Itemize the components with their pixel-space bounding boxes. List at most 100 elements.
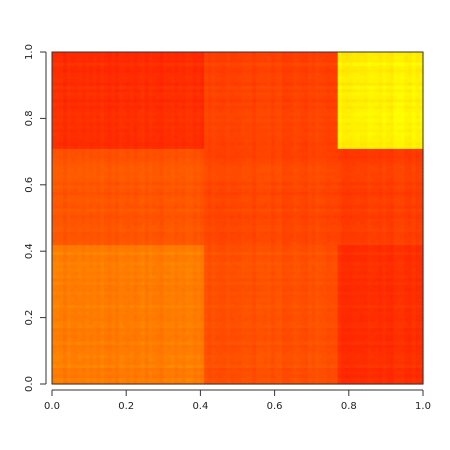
heatmap-cell xyxy=(300,284,305,289)
heatmap-cell xyxy=(352,291,357,295)
heatmap-cell xyxy=(337,271,342,276)
heatmap-cell xyxy=(248,287,253,292)
heatmap-cell xyxy=(200,310,205,315)
heatmap-cell xyxy=(74,257,79,262)
heatmap-cell xyxy=(326,231,331,236)
heatmap-cell xyxy=(111,231,116,236)
heatmap-cell xyxy=(397,347,402,352)
heatmap-cell xyxy=(170,274,176,279)
heatmap-cell xyxy=(263,251,268,256)
heatmap-cell xyxy=(115,257,120,262)
heatmap-cell xyxy=(163,324,168,329)
heatmap-cell xyxy=(207,291,213,295)
heatmap-cell xyxy=(144,291,150,295)
heatmap-cell xyxy=(259,307,265,312)
heatmap-cell xyxy=(371,310,376,315)
heatmap-cell xyxy=(382,267,387,272)
heatmap-cell xyxy=(126,297,131,302)
heatmap-cell xyxy=(378,370,383,375)
heatmap-cell xyxy=(293,244,298,249)
heatmap-cell xyxy=(333,221,339,226)
heatmap-cell xyxy=(152,344,157,349)
heatmap-cell xyxy=(230,274,235,279)
heatmap-cell xyxy=(322,271,328,276)
heatmap-cell xyxy=(92,340,98,345)
heatmap-cell xyxy=(241,350,246,355)
heatmap-cell xyxy=(207,374,213,378)
heatmap-cell xyxy=(389,251,394,256)
heatmap-cell xyxy=(63,224,68,229)
heatmap-cell xyxy=(103,247,109,252)
heatmap-cell xyxy=(70,224,75,229)
heatmap-cell xyxy=(385,287,391,292)
heatmap-cell xyxy=(263,291,268,295)
heatmap-cell xyxy=(296,257,302,262)
heatmap-cell xyxy=(55,304,61,309)
heatmap-cell xyxy=(215,350,220,355)
heatmap-cell xyxy=(163,340,168,345)
heatmap-cell xyxy=(259,224,265,229)
heatmap-cell xyxy=(322,347,328,352)
heatmap-cell xyxy=(356,317,361,322)
heatmap-cell xyxy=(330,374,335,378)
heatmap-cell xyxy=(259,340,265,345)
heatmap-cell xyxy=(244,264,250,269)
heatmap-cell xyxy=(378,324,383,329)
heatmap-cell xyxy=(185,287,190,292)
heatmap-cell xyxy=(367,367,372,372)
heatmap-cell xyxy=(348,267,354,272)
heatmap-cell xyxy=(85,360,90,365)
heatmap-cell xyxy=(218,247,224,252)
heatmap-cell xyxy=(337,224,342,229)
heatmap-cell xyxy=(333,367,339,372)
heatmap-cell xyxy=(359,347,365,352)
heatmap-cell xyxy=(215,294,220,299)
heatmap-cell xyxy=(419,301,424,305)
heatmap-cell xyxy=(85,374,90,378)
heatmap-cell xyxy=(304,364,309,368)
heatmap-cell xyxy=(348,231,354,236)
heatmap-cell xyxy=(352,354,357,359)
heatmap-cell xyxy=(293,327,298,332)
heatmap-cell xyxy=(256,340,261,345)
heatmap-cell xyxy=(129,221,135,226)
heatmap-cell xyxy=(315,367,320,372)
heatmap-cell xyxy=(115,320,120,325)
heatmap-cell xyxy=(419,291,424,295)
heatmap-cell xyxy=(300,277,305,282)
heatmap-cell xyxy=(92,247,98,252)
heatmap-cell xyxy=(137,247,142,252)
heatmap-cell xyxy=(411,304,417,309)
heatmap-cell xyxy=(77,274,83,279)
heatmap-cell xyxy=(411,347,417,352)
heatmap-cell xyxy=(103,221,109,226)
heatmap-cell xyxy=(185,370,190,375)
heatmap-cell xyxy=(378,224,383,229)
heatmap-cell xyxy=(59,330,64,335)
heatmap-cell xyxy=(122,294,127,299)
heatmap-cell xyxy=(129,224,135,229)
heatmap-cell xyxy=(278,237,283,242)
heatmap-cell xyxy=(189,380,194,385)
heatmap-cell xyxy=(178,337,183,342)
heatmap-cell xyxy=(348,367,354,372)
heatmap-cell xyxy=(367,237,372,242)
heatmap-cell xyxy=(289,291,294,295)
heatmap-cell xyxy=(345,247,350,252)
heatmap-cell xyxy=(52,364,57,368)
heatmap-cell xyxy=(226,314,231,319)
heatmap-cell xyxy=(393,257,398,262)
heatmap-cell xyxy=(122,307,127,312)
heatmap-cell xyxy=(233,224,239,229)
heatmap-cell xyxy=(196,377,201,382)
heatmap-cell xyxy=(282,264,287,269)
heatmap-cell xyxy=(296,327,302,332)
heatmap-cell xyxy=(248,374,253,378)
heatmap-cell xyxy=(211,367,216,372)
heatmap-cell xyxy=(63,327,68,332)
heatmap-cell xyxy=(122,221,127,226)
heatmap-cell xyxy=(181,380,187,385)
heatmap-cell xyxy=(137,251,142,256)
heatmap-cell xyxy=(207,284,213,289)
heatmap-cell xyxy=(300,234,305,239)
